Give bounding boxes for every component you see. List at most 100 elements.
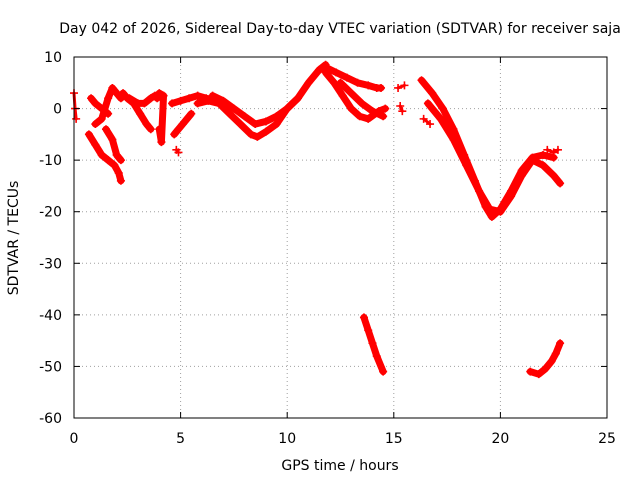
data-point bbox=[553, 145, 562, 154]
series-arc-09 bbox=[170, 109, 196, 139]
data-point bbox=[116, 156, 125, 165]
data-point bbox=[539, 161, 548, 170]
data-point bbox=[419, 114, 428, 123]
data-point bbox=[551, 349, 560, 358]
data-point bbox=[204, 96, 213, 105]
data-point bbox=[342, 73, 351, 82]
data-point bbox=[185, 94, 194, 103]
series-arc-01 bbox=[70, 89, 81, 123]
series-arc-12 bbox=[193, 60, 330, 141]
data-point bbox=[332, 68, 341, 77]
y-tick-label: -20 bbox=[39, 205, 62, 221]
data-point bbox=[114, 169, 123, 178]
data-point bbox=[176, 96, 185, 105]
data-point bbox=[104, 156, 113, 165]
data-point bbox=[400, 81, 409, 90]
data-point bbox=[357, 99, 366, 108]
x-tick-label: 0 bbox=[70, 431, 79, 447]
data-point bbox=[104, 94, 113, 103]
data-point bbox=[219, 96, 228, 105]
data-point bbox=[336, 78, 345, 87]
x-tick-label: 25 bbox=[598, 431, 616, 447]
data-point bbox=[475, 187, 484, 196]
data-point bbox=[556, 179, 565, 188]
y-tick-label: 0 bbox=[53, 102, 62, 118]
data-point bbox=[379, 112, 388, 121]
data-point bbox=[97, 150, 106, 159]
data-point bbox=[110, 161, 119, 170]
series-line bbox=[422, 117, 432, 126]
data-point bbox=[193, 91, 202, 100]
data-point bbox=[426, 120, 435, 129]
data-point bbox=[97, 114, 106, 123]
data-point bbox=[261, 127, 270, 136]
data-point bbox=[526, 367, 535, 376]
y-tick-label: -30 bbox=[39, 256, 62, 272]
y-tick-label: -40 bbox=[39, 308, 62, 324]
series-arc-08 bbox=[153, 89, 168, 147]
data-point bbox=[517, 171, 526, 180]
data-point bbox=[368, 107, 377, 116]
x-tick-label: 15 bbox=[385, 431, 403, 447]
data-point bbox=[547, 357, 556, 366]
data-point bbox=[438, 104, 447, 113]
data-point bbox=[556, 339, 565, 348]
data-point bbox=[315, 65, 324, 74]
data-point bbox=[157, 138, 166, 147]
data-point bbox=[496, 207, 505, 216]
data-point bbox=[549, 148, 558, 157]
data-point bbox=[119, 89, 128, 98]
data-point bbox=[304, 78, 313, 87]
data-point bbox=[208, 91, 217, 100]
data-point bbox=[153, 94, 162, 103]
data-point bbox=[428, 89, 437, 98]
series-line bbox=[418, 76, 558, 221]
data-point bbox=[146, 125, 155, 134]
series-line bbox=[194, 61, 330, 141]
data-point bbox=[229, 104, 238, 113]
data-point bbox=[449, 135, 458, 144]
data-point bbox=[534, 370, 543, 379]
data-point bbox=[347, 89, 356, 98]
data-point bbox=[91, 120, 100, 129]
data-point bbox=[396, 101, 405, 110]
series-line bbox=[424, 99, 536, 216]
series-arc-02 bbox=[84, 130, 125, 185]
data-point bbox=[159, 91, 168, 100]
x-tick-label: 5 bbox=[176, 431, 185, 447]
data-point bbox=[293, 94, 302, 103]
data-point bbox=[485, 205, 494, 214]
data-point bbox=[487, 212, 496, 221]
data-point bbox=[528, 156, 537, 165]
data-point bbox=[347, 104, 356, 113]
data-point bbox=[116, 176, 125, 185]
series-arc-25 bbox=[526, 339, 565, 379]
data-point bbox=[101, 125, 110, 134]
series-arc-05 bbox=[101, 125, 125, 165]
data-point bbox=[87, 94, 96, 103]
series-line bbox=[153, 89, 168, 146]
y-tick-label: -50 bbox=[39, 359, 62, 375]
data-point bbox=[155, 89, 164, 98]
data-point bbox=[236, 120, 245, 129]
x-tick-label: 10 bbox=[278, 431, 296, 447]
data-point bbox=[321, 68, 330, 77]
data-point bbox=[240, 112, 249, 121]
data-point bbox=[155, 125, 164, 134]
data-point bbox=[379, 367, 388, 376]
series-arc-23 bbox=[528, 156, 565, 188]
data-point bbox=[539, 150, 548, 159]
series-line bbox=[528, 156, 564, 187]
data-point bbox=[170, 130, 179, 139]
data-point bbox=[283, 104, 292, 113]
series-arc-24 bbox=[543, 145, 562, 157]
data-point bbox=[108, 135, 117, 144]
data-point bbox=[462, 161, 471, 170]
series-arc-13 bbox=[208, 91, 302, 129]
series-line bbox=[102, 125, 125, 164]
data-point bbox=[251, 120, 260, 129]
data-point bbox=[91, 99, 100, 108]
data-point bbox=[246, 130, 255, 139]
data-point bbox=[84, 130, 93, 139]
data-point bbox=[541, 365, 550, 374]
